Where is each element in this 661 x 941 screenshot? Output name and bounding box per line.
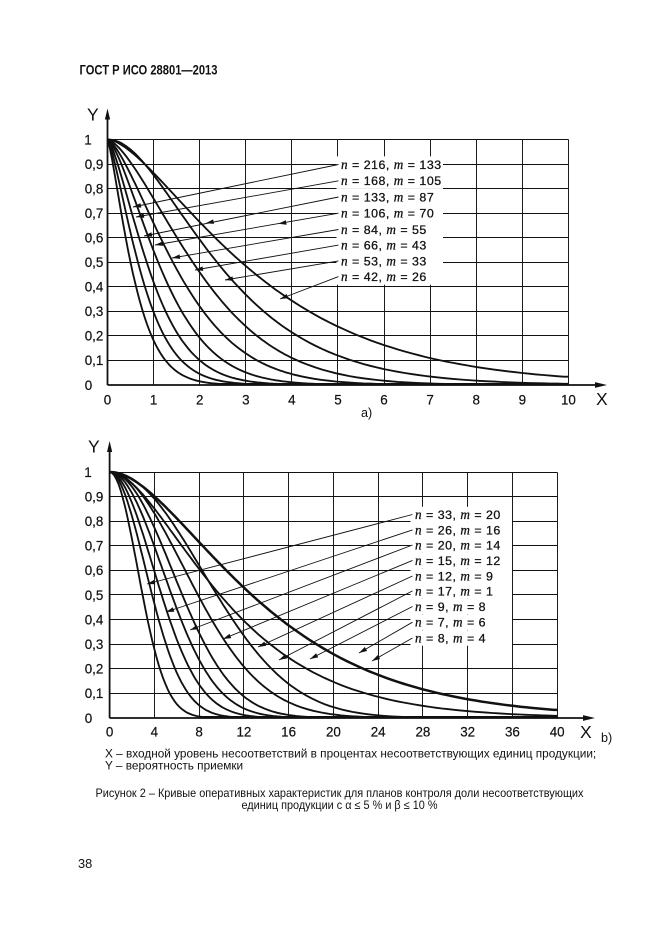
svg-text:32: 32 — [460, 725, 475, 740]
svg-text:n = 216, m = 133: n = 216, m = 133 — [341, 157, 442, 172]
svg-text:0,3: 0,3 — [85, 304, 104, 319]
svg-text:1: 1 — [150, 393, 157, 408]
svg-text:24: 24 — [371, 725, 386, 740]
svg-text:n = 7, m = 6: n = 7, m = 6 — [415, 615, 486, 630]
svg-text:0,7: 0,7 — [85, 539, 104, 554]
svg-text:X: X — [580, 722, 592, 742]
svg-text:ГОСТ Р ИСО 28801—2013: ГОСТ Р ИСО 28801—2013 — [80, 63, 218, 78]
svg-text:n = 9, m = 8: n = 9, m = 8 — [415, 599, 486, 614]
svg-text:0,6: 0,6 — [85, 563, 104, 578]
svg-text:0: 0 — [85, 378, 92, 393]
svg-text:0,3: 0,3 — [85, 637, 104, 652]
svg-text:5: 5 — [334, 393, 341, 408]
svg-text:0,5: 0,5 — [85, 588, 104, 603]
svg-text:n = 42, m = 26: n = 42, m = 26 — [341, 269, 427, 284]
svg-text:n = 12, m = 9: n = 12, m = 9 — [415, 568, 493, 583]
svg-text:0,7: 0,7 — [85, 206, 104, 221]
svg-text:X: X — [596, 389, 608, 409]
svg-text:0,4: 0,4 — [85, 280, 104, 295]
svg-text:4: 4 — [288, 393, 296, 408]
svg-text:3: 3 — [242, 393, 249, 408]
svg-text:0,2: 0,2 — [85, 329, 104, 344]
svg-text:n = 20, m = 14: n = 20, m = 14 — [415, 537, 501, 552]
svg-text:Y: Y — [87, 105, 99, 125]
svg-text:8: 8 — [195, 725, 202, 740]
svg-text:X – входной уровень несоответс: X – входной уровень несоответствий в про… — [105, 746, 596, 760]
svg-text:38: 38 — [78, 856, 92, 871]
svg-text:n = 84, m = 55: n = 84, m = 55 — [341, 222, 427, 237]
svg-text:16: 16 — [281, 725, 296, 740]
svg-text:n = 8, m = 4: n = 8, m = 4 — [415, 630, 486, 645]
svg-text:1: 1 — [84, 132, 91, 147]
svg-text:n = 17, m = 1: n = 17, m = 1 — [415, 583, 493, 598]
svg-text:0,2: 0,2 — [85, 662, 104, 677]
svg-text:Рисунок 2 – Кривые оперативных: Рисунок 2 – Кривые оперативных характери… — [96, 787, 584, 800]
svg-text:0,1: 0,1 — [85, 686, 104, 701]
svg-text:12: 12 — [236, 725, 251, 740]
svg-text:40: 40 — [550, 725, 565, 740]
svg-text:0,4: 0,4 — [85, 612, 104, 627]
svg-text:0: 0 — [104, 393, 111, 408]
svg-text:0,6: 0,6 — [85, 231, 104, 246]
svg-text:единиц продукции с α ≤ 5 % и β: единиц продукции с α ≤ 5 % и β ≤ 10 % — [242, 799, 438, 812]
svg-text:n = 26, m = 16: n = 26, m = 16 — [415, 522, 501, 537]
svg-text:0,8: 0,8 — [85, 181, 104, 196]
svg-text:28: 28 — [415, 725, 430, 740]
svg-text:0: 0 — [106, 725, 113, 740]
svg-text:9: 9 — [519, 393, 526, 408]
svg-text:0,1: 0,1 — [85, 353, 104, 368]
svg-text:8: 8 — [472, 393, 479, 408]
svg-text:4: 4 — [151, 725, 159, 740]
svg-text:0,5: 0,5 — [85, 255, 104, 270]
svg-text:Y: Y — [88, 437, 100, 457]
svg-text:n = 106, m = 70: n = 106, m = 70 — [341, 206, 434, 221]
svg-text:0,9: 0,9 — [85, 489, 104, 504]
svg-text:Y – вероятность приемки: Y – вероятность приемки — [105, 759, 243, 773]
svg-text:n = 66, m = 43: n = 66, m = 43 — [341, 238, 427, 253]
svg-text:n = 15, m = 12: n = 15, m = 12 — [415, 553, 501, 568]
svg-text:6: 6 — [380, 393, 387, 408]
svg-text:0,9: 0,9 — [85, 157, 104, 172]
svg-text:7: 7 — [426, 393, 433, 408]
svg-text:0: 0 — [85, 711, 92, 726]
svg-text:10: 10 — [561, 393, 576, 408]
svg-text:20: 20 — [326, 725, 341, 740]
svg-text:2: 2 — [196, 393, 203, 408]
svg-text:a): a) — [361, 406, 372, 420]
svg-text:n = 33, m = 20: n = 33, m = 20 — [415, 507, 501, 522]
svg-text:n = 133, m = 87: n = 133, m = 87 — [341, 189, 434, 204]
svg-text:n = 168, m = 105: n = 168, m = 105 — [341, 173, 442, 188]
svg-text:b): b) — [601, 731, 612, 745]
svg-text:0,8: 0,8 — [85, 514, 104, 529]
svg-text:36: 36 — [505, 725, 520, 740]
svg-text:1: 1 — [84, 465, 91, 480]
svg-text:n = 53, m = 33: n = 53, m = 33 — [341, 253, 427, 268]
